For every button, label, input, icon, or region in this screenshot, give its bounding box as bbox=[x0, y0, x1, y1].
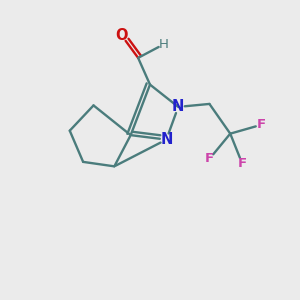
Text: N: N bbox=[172, 99, 184, 114]
Text: F: F bbox=[238, 157, 247, 170]
Text: N: N bbox=[160, 132, 172, 147]
Text: F: F bbox=[257, 118, 266, 131]
Text: H: H bbox=[158, 38, 168, 51]
Text: F: F bbox=[205, 152, 214, 165]
Text: O: O bbox=[116, 28, 128, 43]
